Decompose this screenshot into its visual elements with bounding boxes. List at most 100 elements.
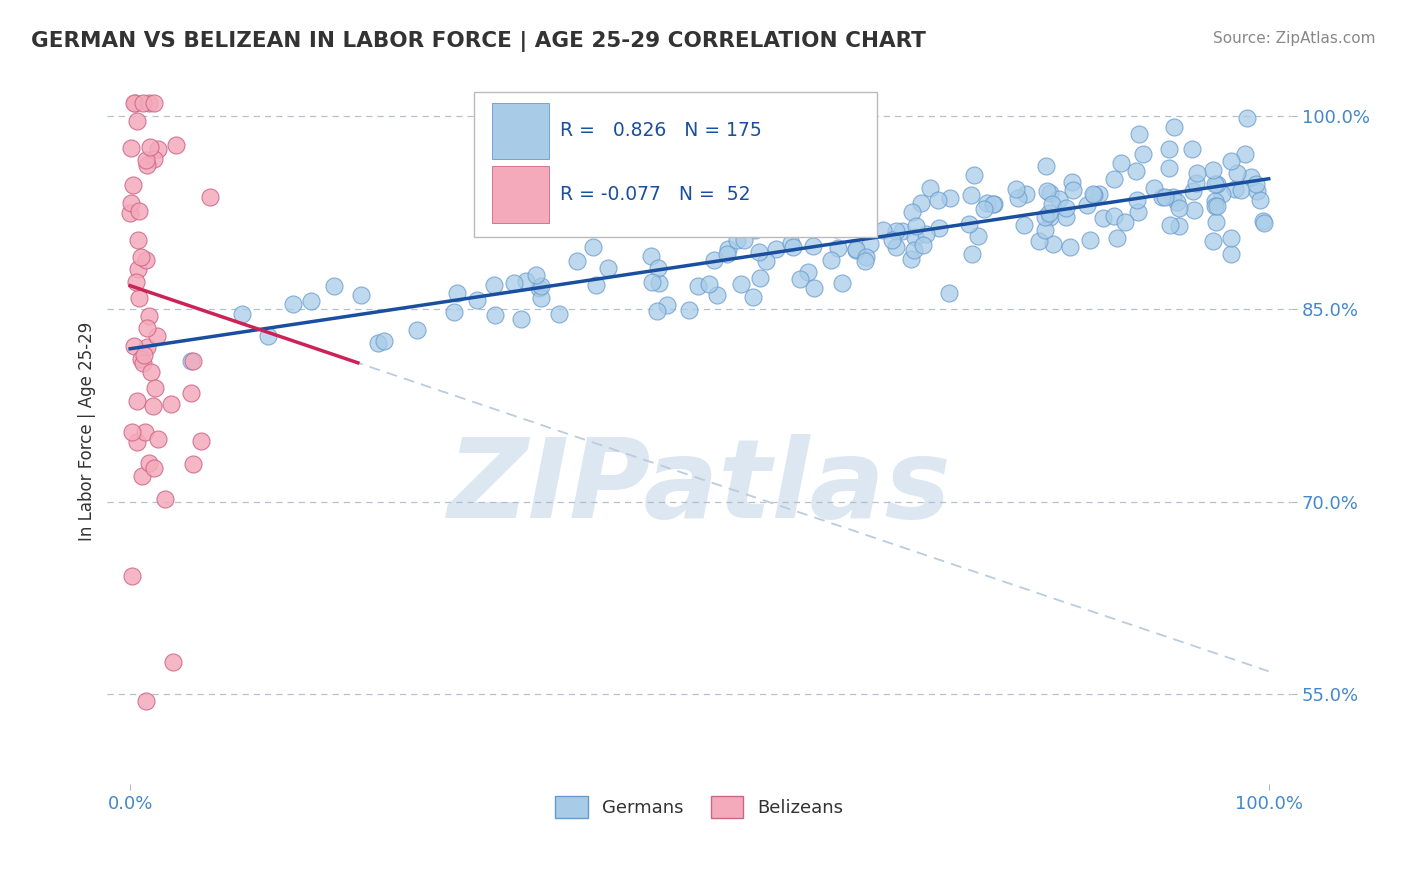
Point	[1102, 171, 1125, 186]
Point	[198, 190, 221, 204]
Point	[1012, 218, 1035, 232]
Text: ZIPatlas: ZIPatlas	[447, 434, 952, 541]
Point	[647, 261, 669, 276]
Point	[1125, 163, 1147, 178]
Point	[748, 245, 770, 260]
Point	[135, 694, 157, 708]
Point	[648, 276, 671, 290]
Point	[1088, 187, 1111, 202]
Point	[1168, 201, 1191, 215]
Point	[1143, 180, 1166, 194]
Point	[792, 214, 814, 228]
Point	[1154, 190, 1177, 204]
Point	[976, 195, 998, 210]
Point	[1182, 203, 1205, 218]
Point	[963, 169, 986, 183]
FancyBboxPatch shape	[492, 103, 550, 160]
Point	[1226, 166, 1249, 180]
Point	[1205, 215, 1227, 229]
Point	[1157, 161, 1180, 175]
Point	[503, 277, 526, 291]
Point	[1211, 186, 1233, 201]
Point	[143, 96, 166, 111]
Point	[131, 469, 153, 483]
Point	[1039, 186, 1062, 200]
Point	[872, 223, 894, 237]
Point	[143, 461, 166, 475]
Text: R =   0.826   N = 175: R = 0.826 N = 175	[560, 121, 762, 140]
Point	[1035, 159, 1057, 173]
Point	[484, 278, 506, 293]
Point	[257, 329, 280, 343]
Point	[135, 153, 157, 168]
Text: Source: ZipAtlas.com: Source: ZipAtlas.com	[1212, 31, 1375, 46]
Point	[973, 202, 995, 216]
Point	[465, 293, 488, 307]
Point	[138, 456, 160, 470]
Point	[765, 219, 787, 233]
Point	[135, 158, 157, 172]
Point	[135, 253, 157, 268]
Point	[960, 187, 983, 202]
Point	[159, 397, 181, 411]
Point	[755, 254, 778, 268]
Point	[1102, 209, 1125, 223]
Point	[845, 243, 868, 257]
Point	[135, 320, 157, 334]
Point	[1033, 210, 1056, 224]
Point	[789, 272, 811, 286]
Point	[443, 305, 465, 319]
Point	[127, 234, 149, 248]
Point	[904, 219, 927, 233]
Point	[886, 240, 908, 254]
Point	[1091, 211, 1114, 226]
Point	[927, 193, 949, 207]
Point	[120, 206, 142, 220]
Point	[142, 152, 165, 166]
Text: R = -0.077   N =  52: R = -0.077 N = 52	[560, 185, 751, 204]
Point	[1159, 218, 1181, 232]
Point	[1181, 184, 1204, 198]
Point	[515, 274, 537, 288]
Point	[1005, 182, 1028, 196]
Point	[1202, 163, 1225, 178]
Point	[1028, 234, 1050, 248]
Point	[1062, 183, 1084, 197]
Point	[530, 291, 553, 305]
Point	[716, 247, 738, 261]
Point	[1205, 199, 1227, 213]
Point	[1105, 230, 1128, 244]
Point	[1219, 247, 1241, 261]
Point	[406, 323, 429, 337]
Point	[730, 277, 752, 291]
Legend: Germans, Belizeans: Germans, Belizeans	[548, 789, 851, 825]
Point	[129, 351, 152, 366]
Point	[697, 277, 720, 291]
Point	[803, 281, 825, 295]
Point	[779, 236, 801, 251]
Point	[231, 307, 253, 321]
Point	[807, 194, 830, 209]
Point	[679, 213, 702, 227]
Point	[1249, 193, 1271, 207]
Point	[1109, 156, 1132, 170]
Point	[1054, 210, 1077, 224]
Point	[918, 181, 941, 195]
Point	[1253, 216, 1275, 230]
Point	[139, 365, 162, 379]
Point	[125, 434, 148, 449]
Point	[129, 251, 152, 265]
Point	[912, 238, 935, 252]
Point	[1202, 234, 1225, 248]
Point	[745, 207, 768, 221]
Point	[1038, 206, 1060, 220]
Point	[845, 242, 868, 256]
Point	[825, 221, 848, 235]
Point	[696, 209, 718, 223]
Point	[703, 253, 725, 268]
Point	[733, 233, 755, 247]
Point	[1163, 120, 1185, 134]
Point	[645, 303, 668, 318]
Point	[846, 216, 869, 230]
Point	[1125, 194, 1147, 208]
